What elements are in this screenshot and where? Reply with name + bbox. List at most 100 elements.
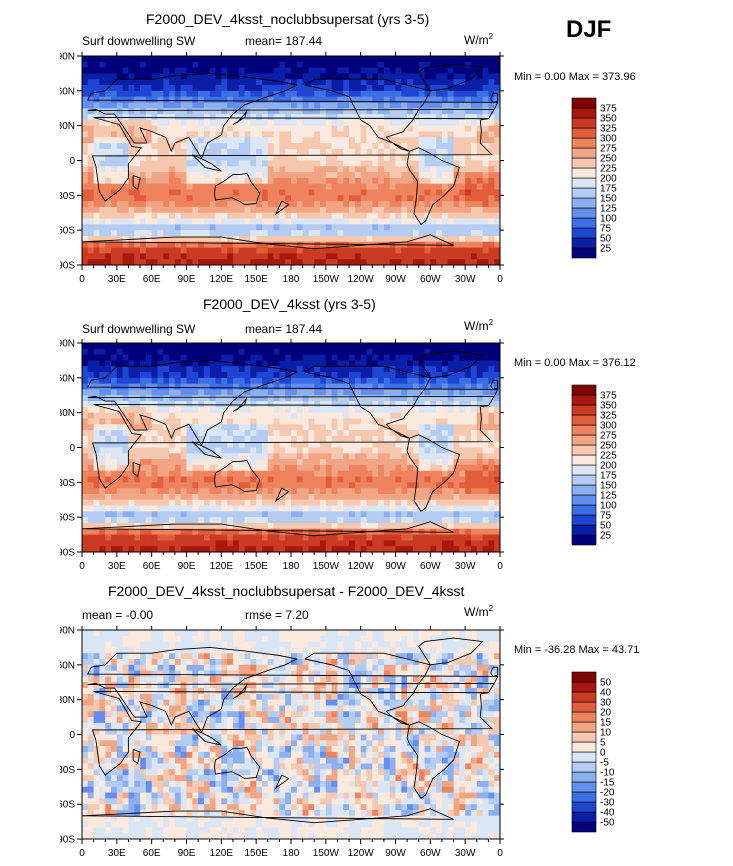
coastline-path bbox=[132, 749, 141, 765]
coastline-path bbox=[81, 234, 454, 250]
colorbar-label: 175 bbox=[600, 471, 617, 482]
colorbar-swatch bbox=[571, 781, 597, 793]
colorbar-label: -20 bbox=[600, 788, 615, 799]
panel-1-map: 030E60E90E120E150E180150W120W90W60W30W09… bbox=[60, 52, 504, 285]
y-tick-label: 30N bbox=[60, 121, 75, 132]
coastline-path bbox=[191, 728, 222, 746]
coastline-path bbox=[87, 72, 499, 160]
colorbar-swatch bbox=[571, 474, 597, 486]
x-tick-label: 90E bbox=[178, 561, 196, 572]
x-tick-label: 60W bbox=[420, 848, 441, 859]
colorbar-label: 5 bbox=[600, 738, 606, 749]
season-label: DJF bbox=[566, 16, 612, 43]
colorbar-swatch bbox=[571, 731, 597, 743]
coastline-path bbox=[406, 721, 460, 800]
colorbar-label: 350 bbox=[600, 114, 617, 125]
panel-3-mean-label: mean = -0.00 bbox=[82, 608, 154, 622]
colorbar-swatch bbox=[571, 801, 597, 813]
colorbar-swatch bbox=[571, 434, 597, 446]
colorbar-swatch bbox=[571, 147, 597, 159]
x-tick-label: 0 bbox=[497, 274, 503, 285]
colorbar-swatch bbox=[571, 721, 597, 733]
x-tick-label: 180 bbox=[283, 561, 300, 572]
coastline-path bbox=[87, 646, 499, 734]
coastline-path bbox=[91, 691, 493, 776]
colorbar-swatch bbox=[571, 454, 597, 466]
colorbar-label: 300 bbox=[600, 421, 617, 432]
coastline-path bbox=[418, 63, 484, 92]
coastline-path bbox=[418, 637, 484, 666]
colorbar-label: 40 bbox=[600, 688, 612, 699]
colorbar-label: 75 bbox=[600, 224, 612, 235]
x-tick-label: 180 bbox=[283, 274, 300, 285]
colorbar-swatch bbox=[571, 761, 597, 773]
colorbar-swatch bbox=[571, 384, 597, 396]
colorbar-swatch bbox=[571, 157, 597, 169]
colorbar-swatch bbox=[571, 227, 597, 239]
colorbar-swatch bbox=[571, 671, 597, 683]
panel-2-map: 030E60E90E120E150E180150W120W90W60W30W09… bbox=[60, 339, 504, 572]
panel-2-minmax: Min = 0.00 Max = 376.12 bbox=[514, 357, 636, 369]
y-tick-label: 60S bbox=[60, 513, 75, 524]
coastline-path bbox=[304, 652, 431, 726]
colorbar-swatch bbox=[571, 751, 597, 763]
colorbar-label: 325 bbox=[600, 124, 617, 135]
colorbar-swatch bbox=[571, 217, 597, 229]
colorbar-swatch bbox=[571, 821, 597, 833]
x-tick-label: 30E bbox=[108, 274, 126, 285]
colorbar-label: 150 bbox=[600, 194, 617, 205]
y-tick-label: 30S bbox=[60, 478, 75, 489]
colorbar-label: 250 bbox=[600, 154, 617, 165]
y-tick-label: 90S bbox=[60, 835, 75, 846]
colorbar-label: 15 bbox=[600, 718, 612, 729]
coastline-path bbox=[213, 746, 261, 780]
x-tick-label: 30W bbox=[455, 274, 476, 285]
colorbar-swatch bbox=[571, 117, 597, 129]
colorbar-label: 200 bbox=[600, 461, 617, 472]
x-tick-label: 0 bbox=[79, 848, 85, 859]
panel-3-rmse-label: rmse = 7.20 bbox=[245, 608, 309, 622]
y-tick-label: 0 bbox=[69, 730, 75, 741]
panel-2-title: F2000_DEV_4ksst (yrs 3-5) bbox=[203, 296, 376, 312]
coastline-path bbox=[232, 684, 248, 699]
x-tick-label: 0 bbox=[497, 848, 503, 859]
coastline-path bbox=[213, 172, 261, 206]
colorbar-swatch bbox=[571, 771, 597, 783]
x-tick-label: 120E bbox=[210, 848, 234, 859]
x-tick-label: 120E bbox=[210, 561, 234, 572]
y-tick-label: 60S bbox=[60, 226, 75, 237]
panel-3-title: F2000_DEV_4ksst_noclubbsupersat - F2000_… bbox=[108, 583, 465, 599]
x-tick-label: 0 bbox=[79, 274, 85, 285]
coastline-path bbox=[91, 117, 493, 202]
y-tick-label: 30S bbox=[60, 191, 75, 202]
y-tick-label: 30S bbox=[60, 765, 75, 776]
colorbar-swatch bbox=[571, 137, 597, 149]
panel-2-variable-label: Surf downwelling SW bbox=[82, 322, 196, 336]
x-tick-label: 180 bbox=[283, 848, 300, 859]
colorbar-swatch bbox=[571, 811, 597, 823]
coastline-path bbox=[81, 808, 454, 824]
colorbar-swatch bbox=[571, 394, 597, 406]
colorbar-label: 10 bbox=[600, 728, 612, 739]
y-tick-label: 60N bbox=[60, 660, 75, 671]
y-tick-label: 90N bbox=[60, 52, 75, 63]
colorbar-swatch bbox=[571, 107, 597, 119]
coastline-path bbox=[418, 350, 484, 379]
colorbar-label: 375 bbox=[600, 391, 617, 402]
coastline-path bbox=[87, 359, 499, 447]
coastline-path bbox=[274, 200, 290, 216]
colorbar-label: -10 bbox=[600, 768, 615, 779]
x-tick-label: 120E bbox=[210, 274, 234, 285]
x-tick-label: 30W bbox=[455, 848, 476, 859]
x-tick-label: 150E bbox=[244, 848, 268, 859]
colorbar-label: -30 bbox=[600, 798, 615, 809]
x-tick-label: 90E bbox=[178, 274, 196, 285]
colorbar-label: 200 bbox=[600, 174, 617, 185]
x-tick-label: 60W bbox=[420, 274, 441, 285]
colorbar-swatch bbox=[571, 741, 597, 753]
panel-1-colorbar: 2550751001251501752002252502753003253503… bbox=[571, 97, 617, 259]
y-tick-label: 90N bbox=[60, 339, 75, 350]
coastline-path bbox=[81, 521, 454, 537]
x-tick-label: 60E bbox=[143, 848, 161, 859]
